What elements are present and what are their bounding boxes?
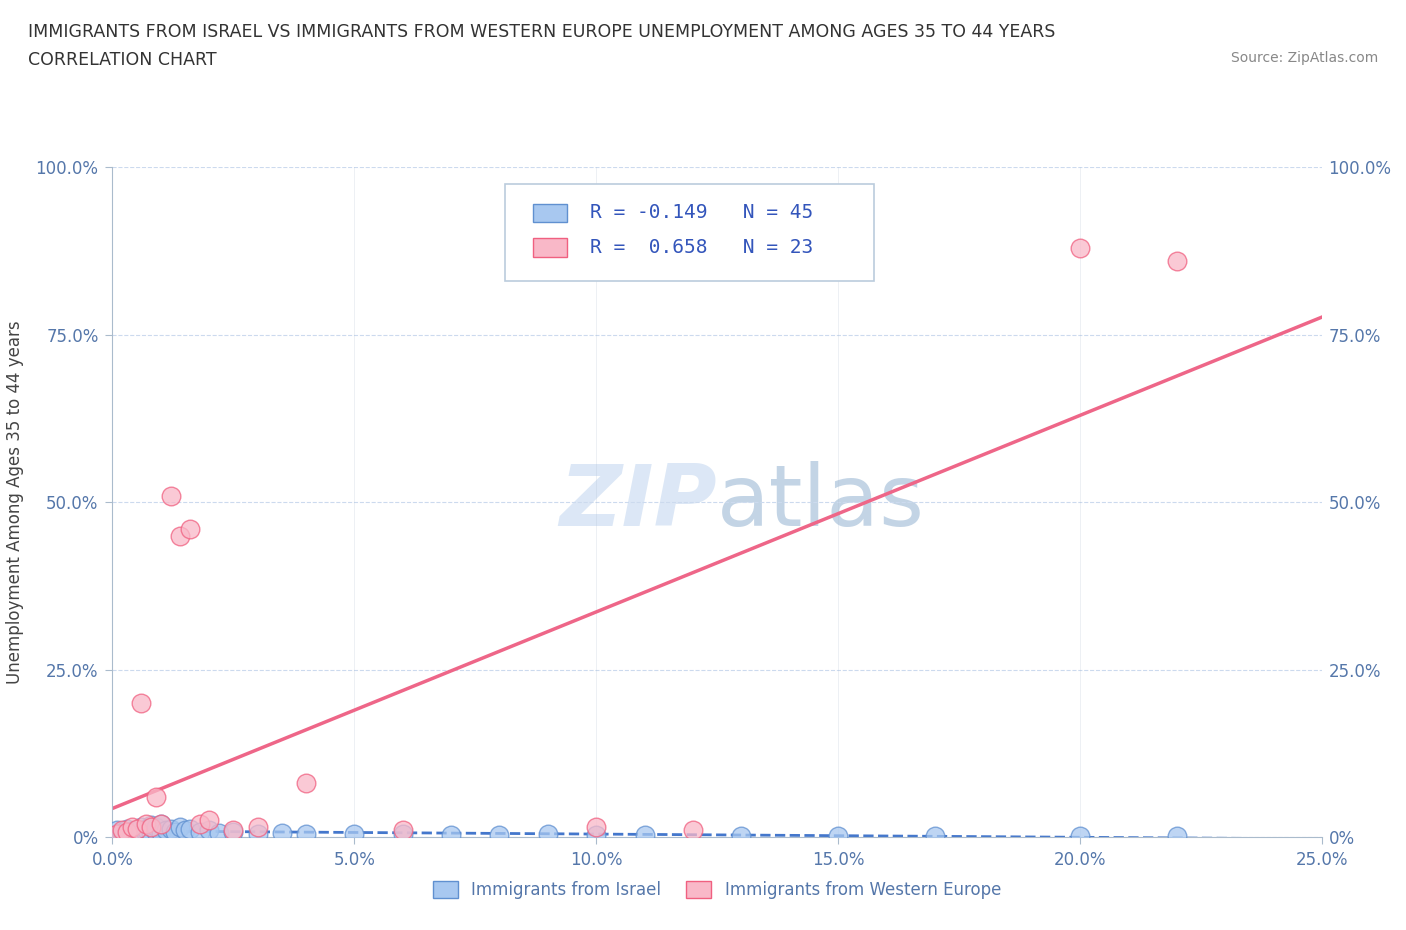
Point — [125, 828, 148, 843]
Point — [440, 828, 463, 843]
Point — [115, 826, 138, 841]
Point — [188, 824, 211, 839]
Point — [169, 528, 191, 543]
Point — [145, 824, 167, 839]
Point — [585, 828, 607, 843]
Bar — [533, 238, 567, 257]
Point — [125, 823, 148, 838]
Point — [105, 826, 128, 841]
Point — [159, 488, 181, 503]
Point — [1069, 240, 1091, 255]
Point — [141, 819, 163, 834]
Point — [149, 826, 172, 841]
Text: R = -0.149   N = 45: R = -0.149 N = 45 — [591, 204, 813, 222]
Text: ZIP: ZIP — [560, 460, 717, 544]
Point — [246, 819, 269, 834]
Point — [155, 823, 177, 838]
Point — [115, 821, 138, 836]
Point — [1069, 829, 1091, 844]
Point — [1166, 254, 1188, 269]
Text: atlas: atlas — [717, 460, 925, 544]
Point — [682, 823, 704, 838]
Point — [827, 829, 849, 844]
Point — [121, 827, 143, 842]
Point — [295, 776, 318, 790]
Point — [924, 829, 946, 844]
Point — [222, 824, 245, 839]
Point — [246, 826, 269, 841]
Point — [488, 828, 510, 843]
FancyBboxPatch shape — [506, 184, 875, 281]
Point — [188, 817, 211, 831]
Point — [159, 821, 181, 836]
Point — [131, 819, 153, 834]
Point — [1166, 829, 1188, 844]
Point — [730, 829, 752, 844]
Point — [141, 817, 163, 832]
Point — [179, 821, 201, 836]
Point — [208, 826, 231, 841]
Point — [391, 827, 413, 842]
Point — [537, 827, 560, 842]
Point — [149, 817, 172, 831]
Point — [135, 826, 157, 841]
Point — [111, 824, 134, 839]
Y-axis label: Unemployment Among Ages 35 to 44 years: Unemployment Among Ages 35 to 44 years — [7, 321, 24, 684]
Point — [391, 823, 413, 838]
Text: IMMIGRANTS FROM ISRAEL VS IMMIGRANTS FROM WESTERN EUROPE UNEMPLOYMENT AMONG AGES: IMMIGRANTS FROM ISRAEL VS IMMIGRANTS FRO… — [28, 23, 1056, 41]
Point — [135, 817, 157, 831]
Point — [169, 819, 191, 834]
Point — [115, 824, 138, 839]
Point — [295, 826, 318, 841]
Text: CORRELATION CHART: CORRELATION CHART — [28, 51, 217, 69]
Point — [222, 823, 245, 838]
Point — [111, 828, 134, 843]
Point — [198, 823, 221, 838]
Point — [141, 826, 163, 841]
Point — [135, 821, 157, 836]
Point — [125, 821, 148, 836]
Point — [105, 826, 128, 841]
Point — [198, 813, 221, 828]
Point — [121, 824, 143, 839]
Legend: Immigrants from Israel, Immigrants from Western Europe: Immigrants from Israel, Immigrants from … — [426, 874, 1008, 906]
Point — [343, 827, 366, 842]
Point — [121, 819, 143, 834]
Point — [131, 826, 153, 841]
Point — [165, 824, 187, 839]
Bar — [533, 204, 567, 222]
Point — [149, 817, 172, 831]
Point — [105, 823, 128, 838]
Point — [131, 696, 153, 711]
Point — [179, 522, 201, 537]
Point — [585, 819, 607, 834]
Point — [270, 826, 292, 841]
Point — [145, 790, 167, 804]
Text: R =  0.658   N = 23: R = 0.658 N = 23 — [591, 238, 813, 258]
Point — [633, 828, 655, 843]
Point — [174, 823, 197, 838]
Point — [145, 819, 167, 834]
Text: Source: ZipAtlas.com: Source: ZipAtlas.com — [1230, 51, 1378, 65]
Point — [111, 823, 134, 838]
